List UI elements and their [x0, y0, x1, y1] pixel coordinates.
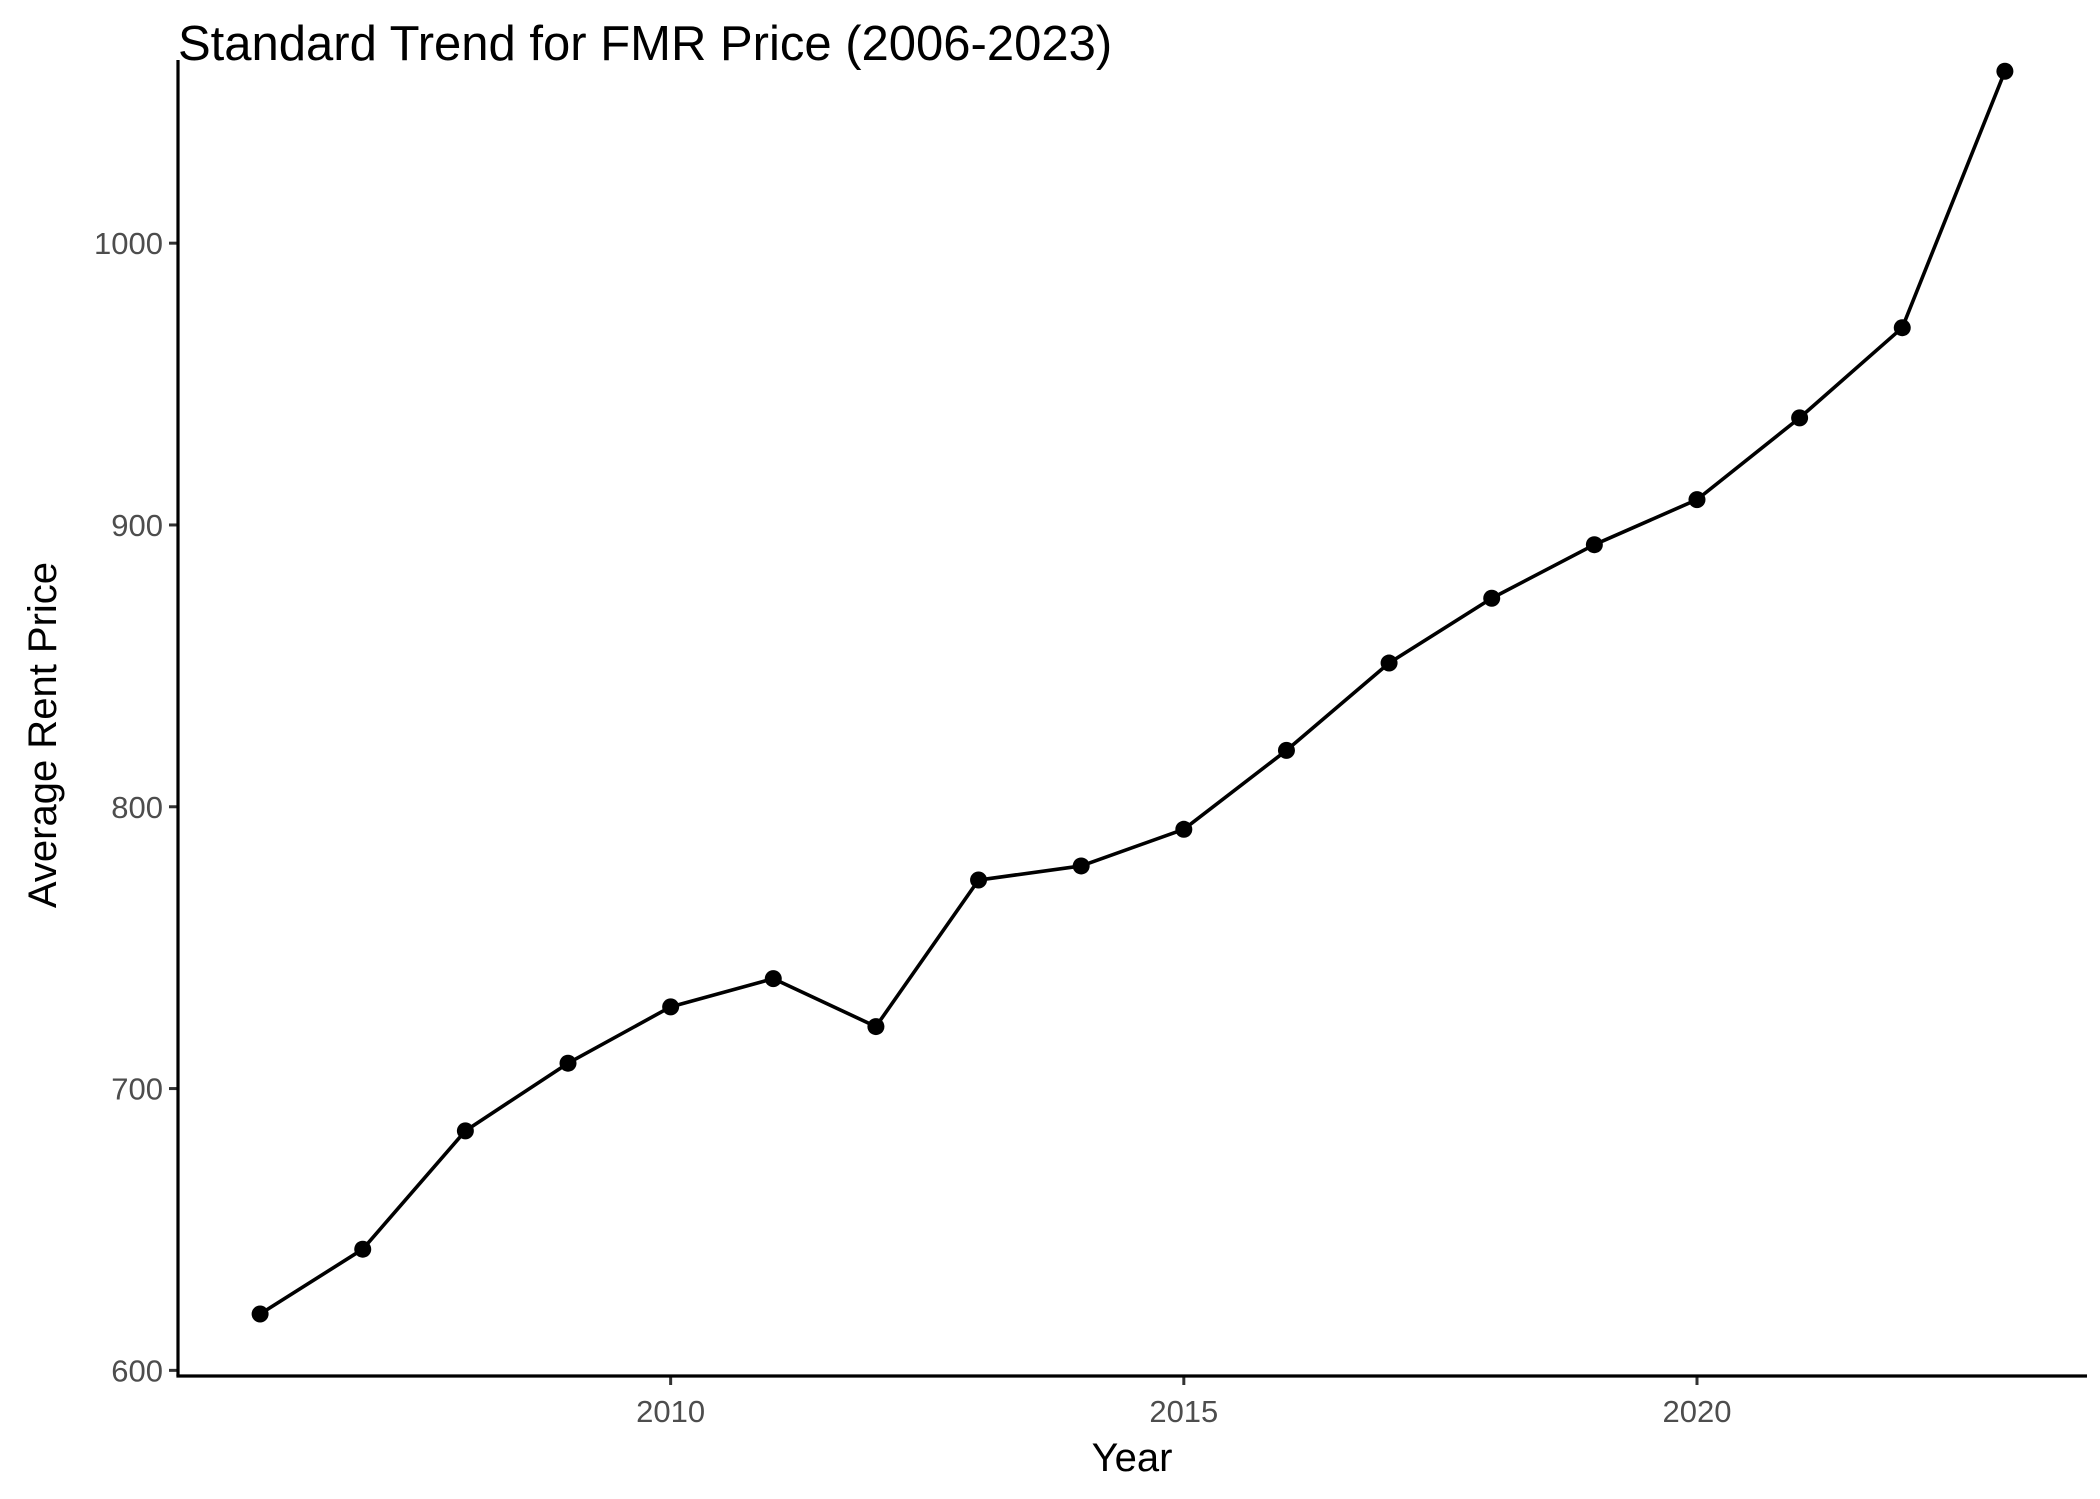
data-point — [559, 1054, 577, 1072]
data-point — [662, 998, 680, 1016]
data-point — [1893, 319, 1911, 337]
data-point — [970, 871, 988, 889]
y-axis-title: Average Rent Price — [21, 562, 65, 908]
x-tick-label: 2010 — [636, 1394, 705, 1429]
y-tick-label: 800 — [111, 790, 163, 825]
data-point — [1585, 536, 1603, 554]
data-points — [251, 62, 2014, 1323]
x-tick-label: 2015 — [1149, 1394, 1218, 1429]
x-axis-title: Year — [1092, 1436, 1173, 1480]
data-point — [867, 1018, 885, 1036]
y-tick-label: 600 — [111, 1353, 163, 1388]
data-point — [1277, 741, 1295, 759]
data-point — [1996, 62, 2014, 80]
y-tick-label: 900 — [111, 508, 163, 543]
data-point — [764, 970, 782, 988]
series-line — [259, 70, 2007, 1316]
y-axis-ticks: 600 700 800 900 1000 — [94, 226, 178, 1388]
x-axis-ticks: 2010 2015 2020 — [636, 1376, 1731, 1429]
data-point — [1688, 491, 1706, 509]
data-point — [1791, 409, 1809, 427]
data-point — [251, 1305, 269, 1323]
x-tick-label: 2020 — [1663, 1394, 1732, 1429]
data-point — [1175, 820, 1193, 838]
y-tick-label: 700 — [111, 1072, 163, 1107]
data-point — [1483, 589, 1501, 607]
data-point — [456, 1122, 474, 1140]
y-tick-label: 1000 — [94, 226, 163, 261]
data-point — [354, 1240, 372, 1258]
data-point — [1072, 857, 1090, 875]
data-point — [1380, 654, 1398, 672]
chart-title: Standard Trend for FMR Price (2006-2023) — [178, 17, 1112, 71]
